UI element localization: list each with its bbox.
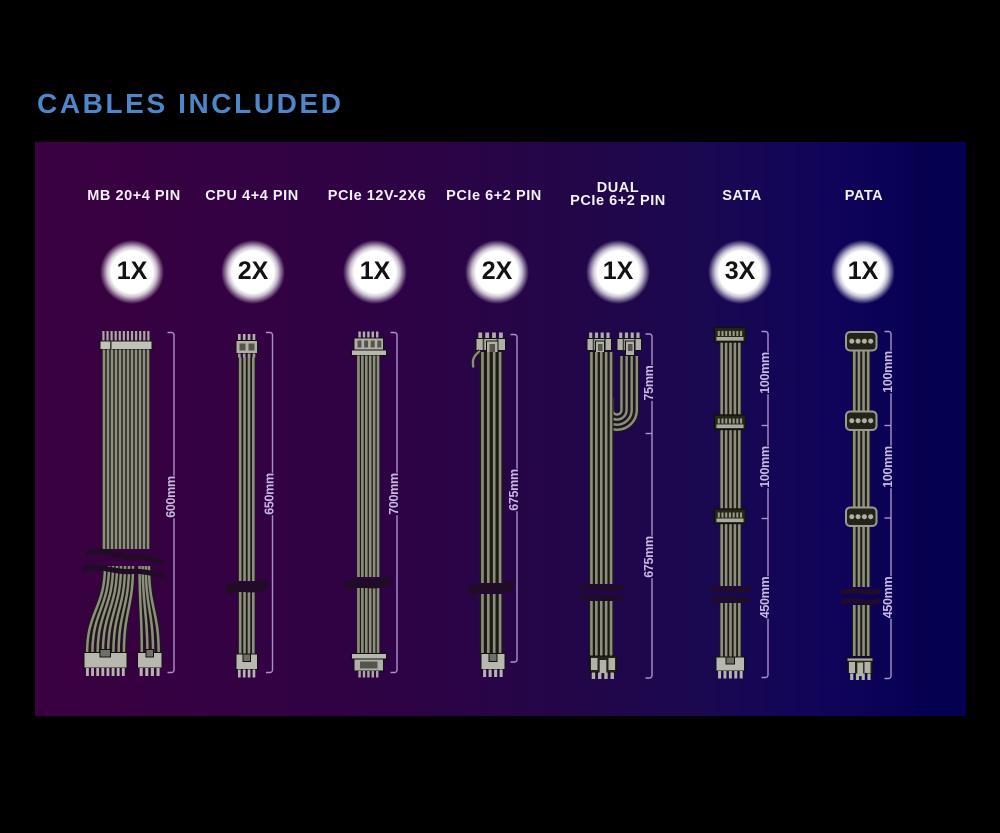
svg-text:450mm: 450mm bbox=[758, 577, 772, 619]
svg-text:100mm: 100mm bbox=[758, 446, 772, 488]
svg-text:650mm: 650mm bbox=[263, 473, 277, 515]
svg-text:600mm: 600mm bbox=[164, 476, 178, 518]
svg-text:450mm: 450mm bbox=[881, 577, 895, 619]
svg-text:675mm: 675mm bbox=[642, 536, 656, 578]
svg-text:700mm: 700mm bbox=[387, 473, 401, 515]
svg-text:100mm: 100mm bbox=[881, 446, 895, 488]
svg-text:675mm: 675mm bbox=[507, 469, 521, 511]
svg-text:100mm: 100mm bbox=[758, 352, 772, 394]
svg-text:75mm: 75mm bbox=[642, 365, 656, 400]
svg-text:100mm: 100mm bbox=[881, 351, 895, 393]
